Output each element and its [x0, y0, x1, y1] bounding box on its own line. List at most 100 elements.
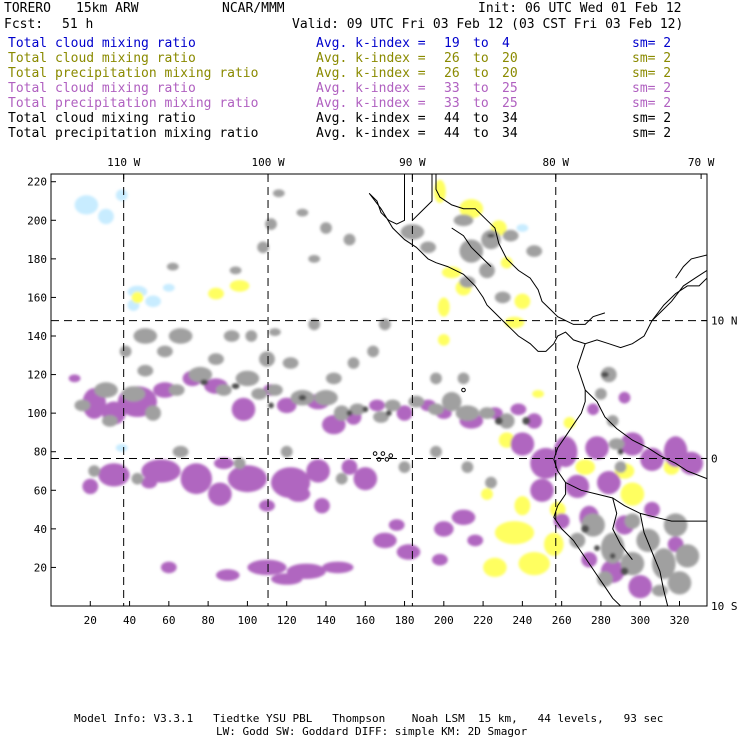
field-blob-purple [565, 474, 590, 498]
x-tick-label: 240 [512, 614, 532, 627]
field-blob-gray [479, 407, 495, 419]
field-blob-purple [231, 397, 256, 421]
field-blob-dark [581, 525, 590, 533]
field-blob-dark [487, 233, 495, 238]
field-blob-gray [94, 382, 118, 398]
coastline-segment [584, 389, 707, 480]
field-blob-yellow [544, 532, 564, 556]
field-blob-gray [636, 528, 660, 553]
field-blob-gray [188, 366, 213, 383]
field-blob-yellow [620, 482, 645, 506]
field-blob-dark [362, 406, 369, 413]
x-tick-label: 220 [473, 614, 493, 627]
field-blob-yellow [131, 291, 144, 304]
field-blob-gray [624, 513, 641, 529]
field-blob-purple [530, 478, 554, 502]
field-blob-yellow [481, 488, 493, 500]
x-tick-label: 20 [84, 614, 97, 627]
field-blob-light-cyan [115, 444, 128, 452]
field-blob-gray [608, 438, 625, 450]
field-blob-purple [322, 561, 354, 574]
field-blob-dark [522, 417, 531, 425]
field-blob-purple [141, 459, 181, 483]
latitude-label: 0 [711, 452, 718, 465]
legend-kindex-to: 4 [502, 36, 510, 51]
field-blob-gray [600, 532, 625, 564]
field-blob-gray [325, 372, 342, 385]
field-blob-gray [245, 330, 258, 342]
field-blob-gray [145, 405, 162, 421]
field-blob-gray [251, 388, 268, 400]
field-blob-purple [587, 403, 599, 416]
field-blob-gray [208, 353, 224, 365]
field-blob-gray [269, 328, 281, 336]
field-blob-gray [335, 472, 348, 485]
field-blob-purple [396, 405, 413, 421]
field-blob-purple [640, 447, 664, 471]
field-blob-gray [257, 241, 269, 254]
x-tick-label: 80 [202, 614, 215, 627]
field-blob-gray [430, 445, 442, 458]
field-blob-gray [280, 445, 293, 458]
field-blob-purple [216, 569, 240, 581]
y-tick-label: 20 [34, 561, 47, 574]
field-blob-purple [141, 476, 158, 489]
field-blob-purple [432, 553, 448, 566]
legend-kindex-from: 33 [444, 81, 460, 96]
field-blob-dark [346, 410, 353, 416]
longitude-label: 70 W [688, 156, 715, 169]
field-blob-yellow [437, 297, 450, 317]
field-blob-gray [102, 415, 118, 427]
field-blob-dark [609, 553, 616, 559]
field-blob-light-cyan [516, 224, 529, 232]
field-blob-gray [453, 214, 474, 227]
field-blob-gray [121, 386, 146, 402]
coastline-segment [553, 343, 621, 606]
field-blob-gray [441, 392, 462, 412]
coastline-segment [675, 254, 707, 279]
legend-kindex-to-word: to [473, 111, 489, 126]
field-blob-gray [333, 405, 350, 421]
lat-lon-grid [51, 174, 707, 606]
coastline-segment [651, 269, 707, 321]
x-tick-label: 100 [237, 614, 257, 627]
legend-kindex-to-word: to [473, 66, 489, 81]
field-blob-light-cyan [115, 189, 128, 201]
model-name: TORERO [4, 1, 51, 16]
field-blob-gray [320, 222, 332, 234]
field-blob-purple [208, 482, 232, 506]
legend-field: Total cloud mixing ratio [8, 51, 196, 66]
field-blob-gray [408, 395, 425, 408]
field-blob-purple [396, 544, 421, 560]
field-blob-gray [267, 384, 283, 396]
field-blob-yellow [483, 557, 507, 578]
field-blob-gray [296, 208, 309, 217]
field-blob-light-cyan [162, 283, 175, 292]
field-blob-gray [595, 388, 607, 400]
field-blob-purple [247, 559, 287, 576]
field-blob-gray [498, 413, 515, 429]
legend-kindex-to-word: to [473, 51, 489, 66]
legend-field: Total precipitation mixing ratio [8, 126, 259, 141]
latitude-label: 10 S [711, 600, 738, 613]
field-blob-dark [617, 448, 624, 455]
field-blob-light-cyan [145, 295, 162, 308]
field-blob-gray [675, 544, 700, 568]
field-blob-gray [215, 384, 232, 396]
legend-smoothing: sm= 2 [632, 51, 672, 66]
field-blob-gray [349, 403, 366, 416]
field-blob-purple [597, 471, 621, 495]
field-blob-purple [388, 519, 405, 531]
footer-model-info: Model Info: V3.3.1 Tiedtke YSU PBL Thomp… [74, 712, 664, 725]
legend-kindex-to: 34 [502, 126, 518, 141]
field-blob-purple [271, 573, 303, 585]
legend-kindex-label: Avg. k-index = [316, 96, 426, 111]
field-blob-gray [379, 318, 391, 331]
legend-field: Total cloud mixing ratio [8, 111, 196, 126]
field-blob-gray [272, 189, 285, 198]
field-blob-gray [461, 461, 474, 473]
field-blob-purple [510, 403, 527, 416]
field-blob-gray [157, 345, 173, 358]
field-blob-gray [131, 472, 144, 485]
field-blob-gray [233, 457, 246, 470]
